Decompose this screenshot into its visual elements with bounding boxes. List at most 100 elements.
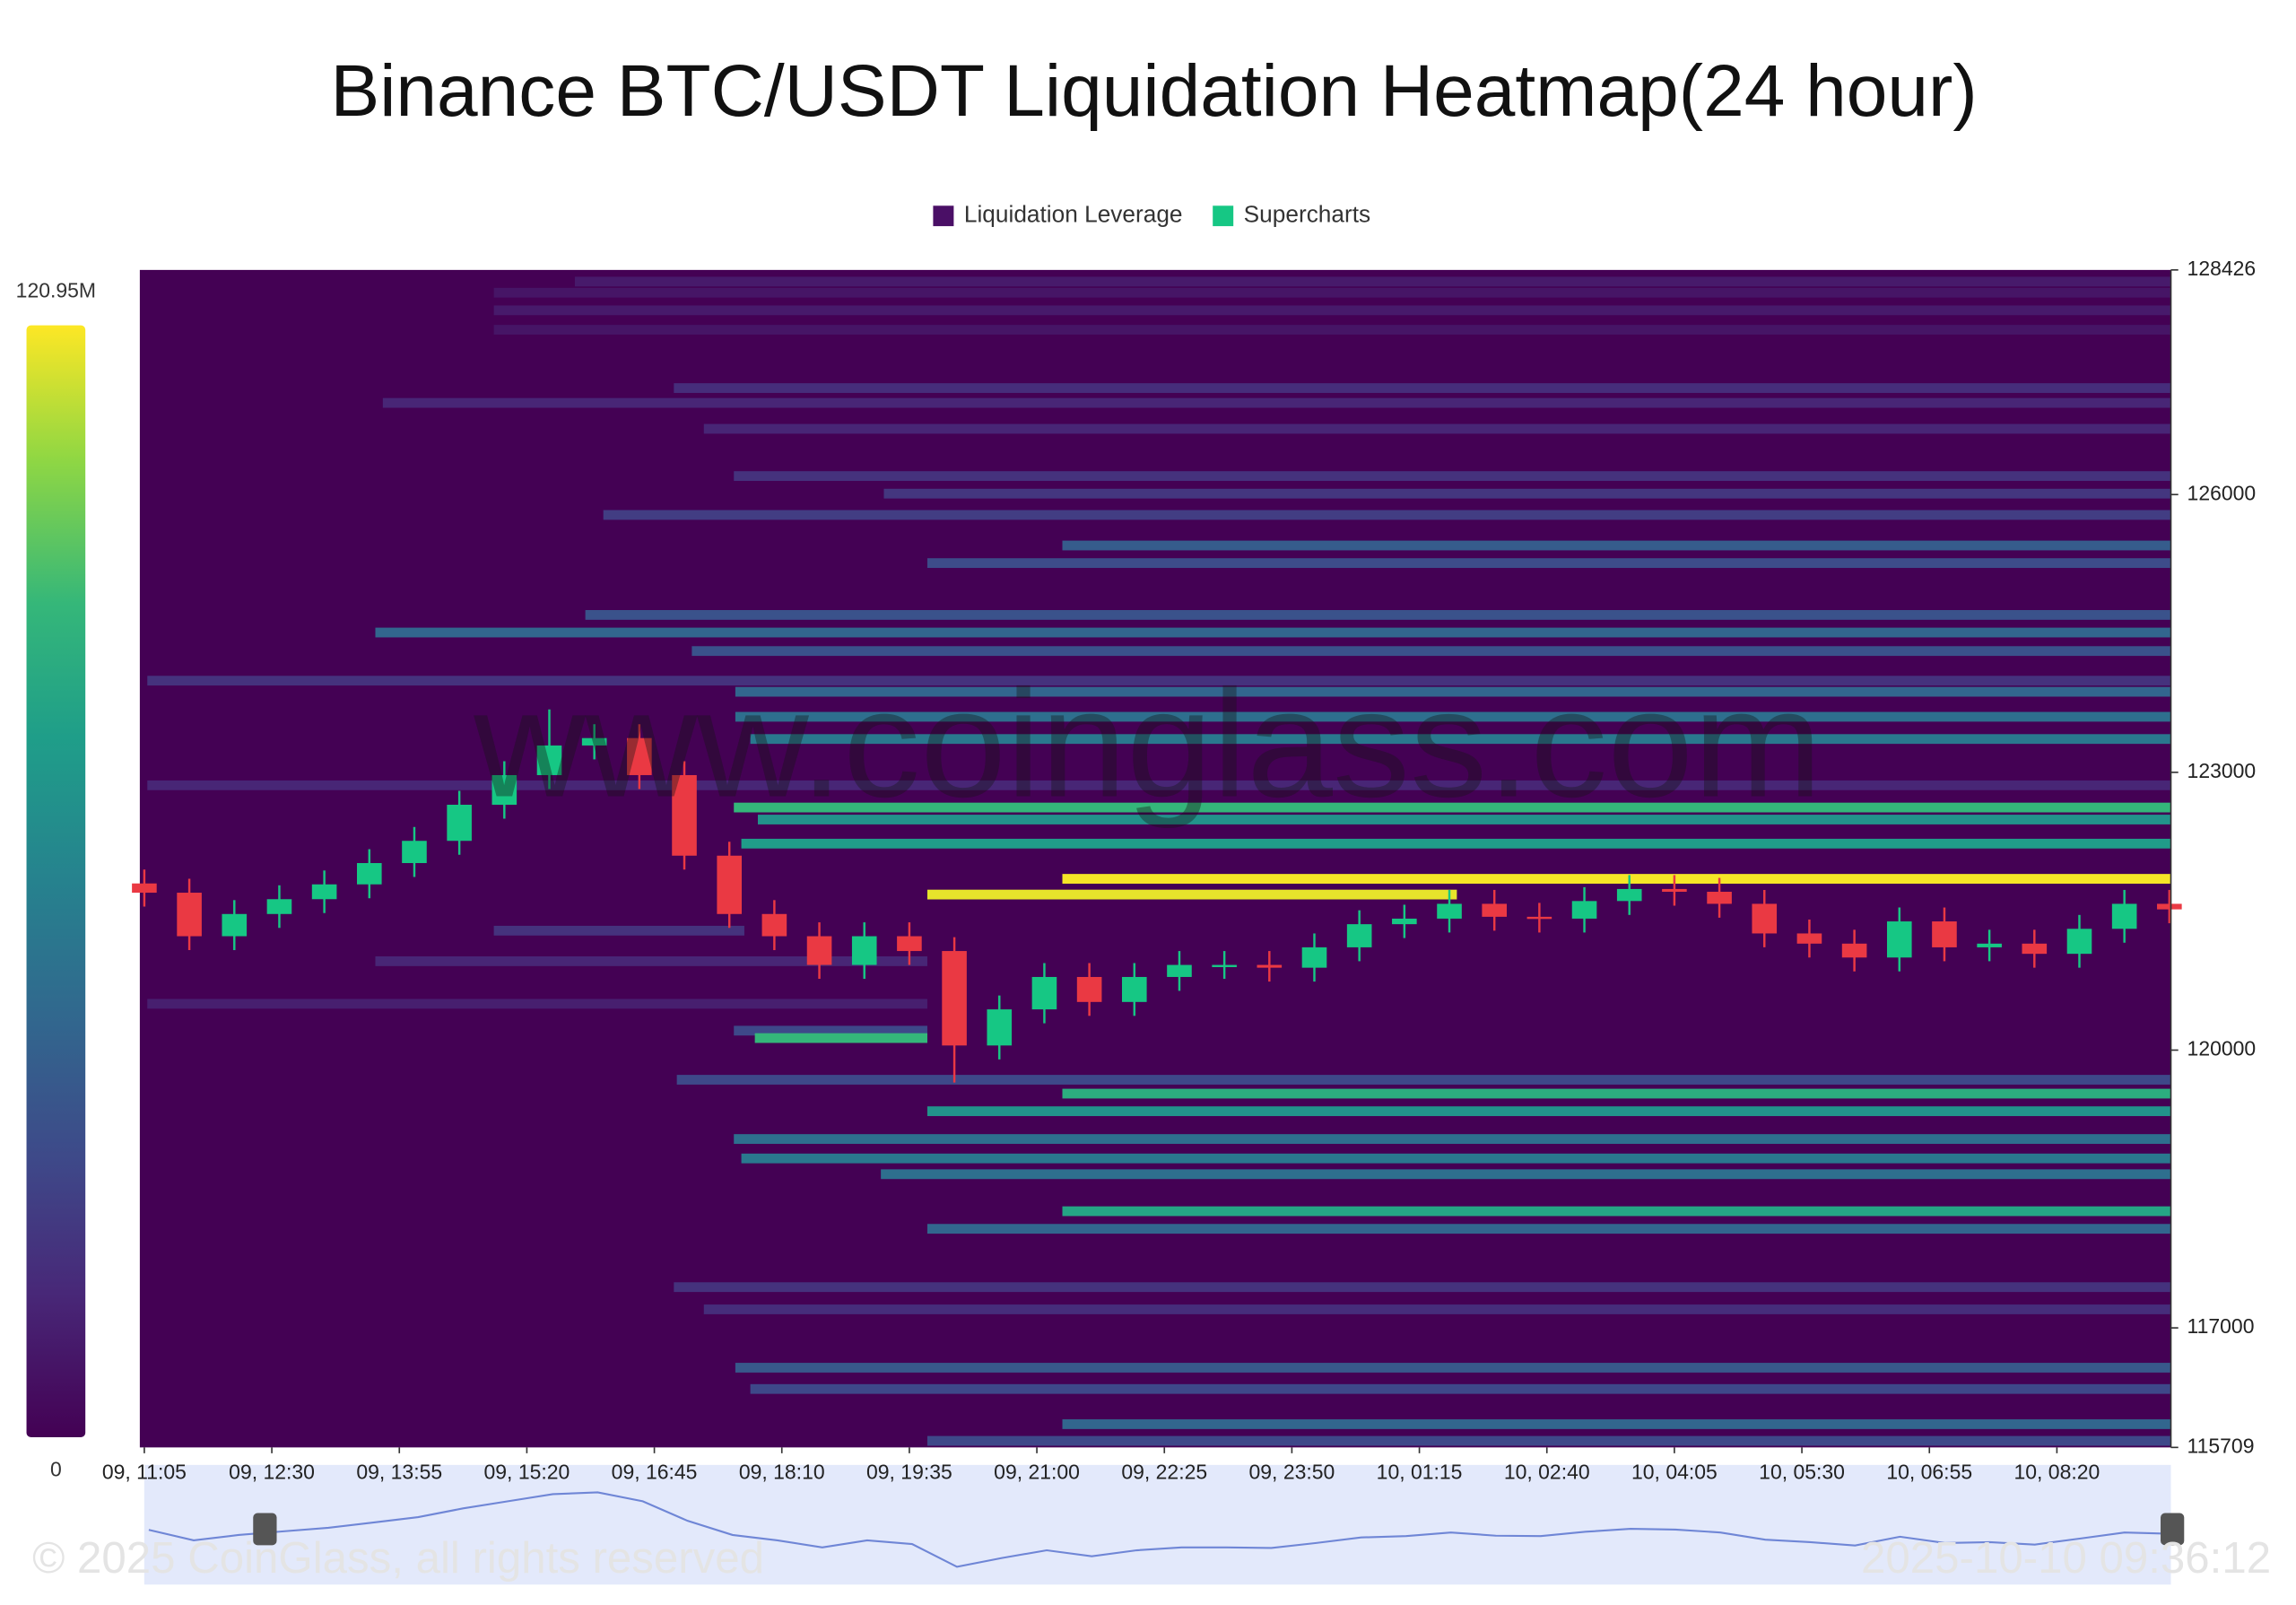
candle-body (627, 737, 652, 775)
timestamp: 2025-10-10 09:36:12 (1861, 1534, 2271, 1583)
heat-band (750, 734, 2171, 745)
heat-band (676, 1075, 2171, 1085)
candle-body (851, 936, 877, 965)
plot-background (139, 269, 2171, 1448)
candle-body (2111, 903, 2137, 929)
heat-band (734, 471, 2171, 482)
heat-band (375, 955, 927, 966)
navigator[interactable] (144, 1464, 2171, 1585)
legend-swatch (933, 205, 954, 227)
chart-title: Binance BTC/USDT Liquidation Heatmap(24 … (330, 50, 1977, 132)
heat-band (147, 999, 927, 1009)
y-tick-label: 117000 (2187, 1314, 2255, 1338)
candle-body (1031, 976, 1057, 1010)
x-tick-label: 09, 21:00 (994, 1461, 1080, 1484)
heat-band (1062, 1419, 2171, 1429)
candle-body (1301, 946, 1327, 968)
candle-body (311, 884, 337, 900)
y-tick-label: 120000 (2187, 1037, 2257, 1060)
heat-band (1062, 874, 2171, 884)
candle-body (2157, 903, 2182, 910)
y-tick-label: 128426 (2187, 257, 2257, 280)
candle-layer (132, 709, 2182, 1083)
heat-band (703, 423, 2171, 434)
heat-band (757, 815, 2171, 824)
candle-body (942, 951, 967, 1046)
candle-body (1752, 903, 1778, 934)
heat-band (147, 780, 2171, 790)
heat-band (147, 676, 2171, 686)
heat-band (493, 305, 2171, 316)
candle-body (761, 913, 787, 937)
candle-body (1212, 964, 1237, 967)
candle-body (1707, 892, 1732, 904)
candle-body (2066, 929, 2092, 955)
candle-body (266, 899, 292, 914)
candle-body (1121, 976, 1147, 1002)
candle-body (1167, 964, 1192, 977)
heat-band (603, 510, 2171, 520)
candle-body (897, 936, 922, 952)
candle-body (1076, 976, 1102, 1002)
candle-body (447, 804, 472, 842)
heat-band (691, 646, 2171, 657)
heat-band (734, 802, 2171, 813)
x-tick-label: 09, 13:55 (356, 1461, 442, 1484)
candle-body (491, 774, 517, 805)
candle-body (1886, 921, 1912, 958)
x-tick-label: 10, 06:55 (1886, 1461, 1972, 1484)
heat-band (493, 287, 2171, 298)
legend-label: Liquidation Leverage (964, 201, 1183, 228)
x-tick-label: 09, 19:35 (866, 1461, 952, 1484)
heat-band (750, 1383, 2171, 1394)
candle-body (1526, 916, 1552, 920)
copyright: © 2025 CoinGlass, all rights reserved (32, 1534, 764, 1583)
candle-body (1392, 918, 1417, 925)
candle-body (987, 1009, 1013, 1046)
navigator-handle[interactable] (2161, 1513, 2185, 1546)
candle-body (1482, 903, 1507, 917)
axes-layer: 0 120.95M 115709 117000 120000 123000 126000 12… (16, 201, 2257, 1484)
x-tick-label: 09, 23:50 (1249, 1461, 1335, 1484)
heat-band (926, 1106, 2171, 1117)
heat-band (375, 627, 2171, 638)
heatmap-layer (147, 276, 2171, 1446)
heat-band (741, 1153, 2171, 1164)
candle-body (1662, 888, 1687, 893)
candle-body (672, 774, 697, 856)
heat-band (1062, 1206, 2171, 1217)
x-tick-label: 09, 18:10 (739, 1461, 825, 1484)
colorbar (26, 325, 86, 1437)
navigator-line (148, 1491, 2170, 1568)
heat-band (674, 383, 2171, 393)
x-tick-label: 10, 08:20 (2014, 1461, 2100, 1484)
heat-band (735, 711, 2171, 722)
x-tick-label: 10, 02:40 (1504, 1461, 1590, 1484)
heat-band (493, 325, 2171, 335)
navigator-handle[interactable] (253, 1513, 277, 1546)
heat-band (735, 1363, 2171, 1373)
x-tick-label: 09, 22:25 (1121, 1461, 1207, 1484)
legend-swatch (1213, 205, 1234, 227)
heat-band (493, 925, 744, 936)
heat-band (1062, 540, 2171, 551)
heat-band (674, 1282, 2171, 1293)
heat-band (883, 488, 2171, 499)
heat-band (741, 838, 2171, 849)
candle-body (132, 883, 157, 894)
x-tick-label: 09, 15:20 (484, 1461, 570, 1484)
colorbar-label: 120.95M (16, 278, 96, 301)
colorbar-label: 0 (50, 1457, 62, 1480)
heat-band (754, 1033, 927, 1043)
candle-body (1571, 901, 1597, 919)
x-tick-label: 09, 11:05 (102, 1461, 187, 1484)
heat-band (1062, 1088, 2171, 1099)
heat-band (382, 397, 2171, 408)
heat-band (734, 1134, 2171, 1144)
heat-band (735, 686, 2171, 697)
candle-body (1257, 964, 1283, 968)
x-tick-label: 09, 12:30 (229, 1461, 315, 1484)
y-tick-label: 115709 (2187, 1434, 2255, 1457)
